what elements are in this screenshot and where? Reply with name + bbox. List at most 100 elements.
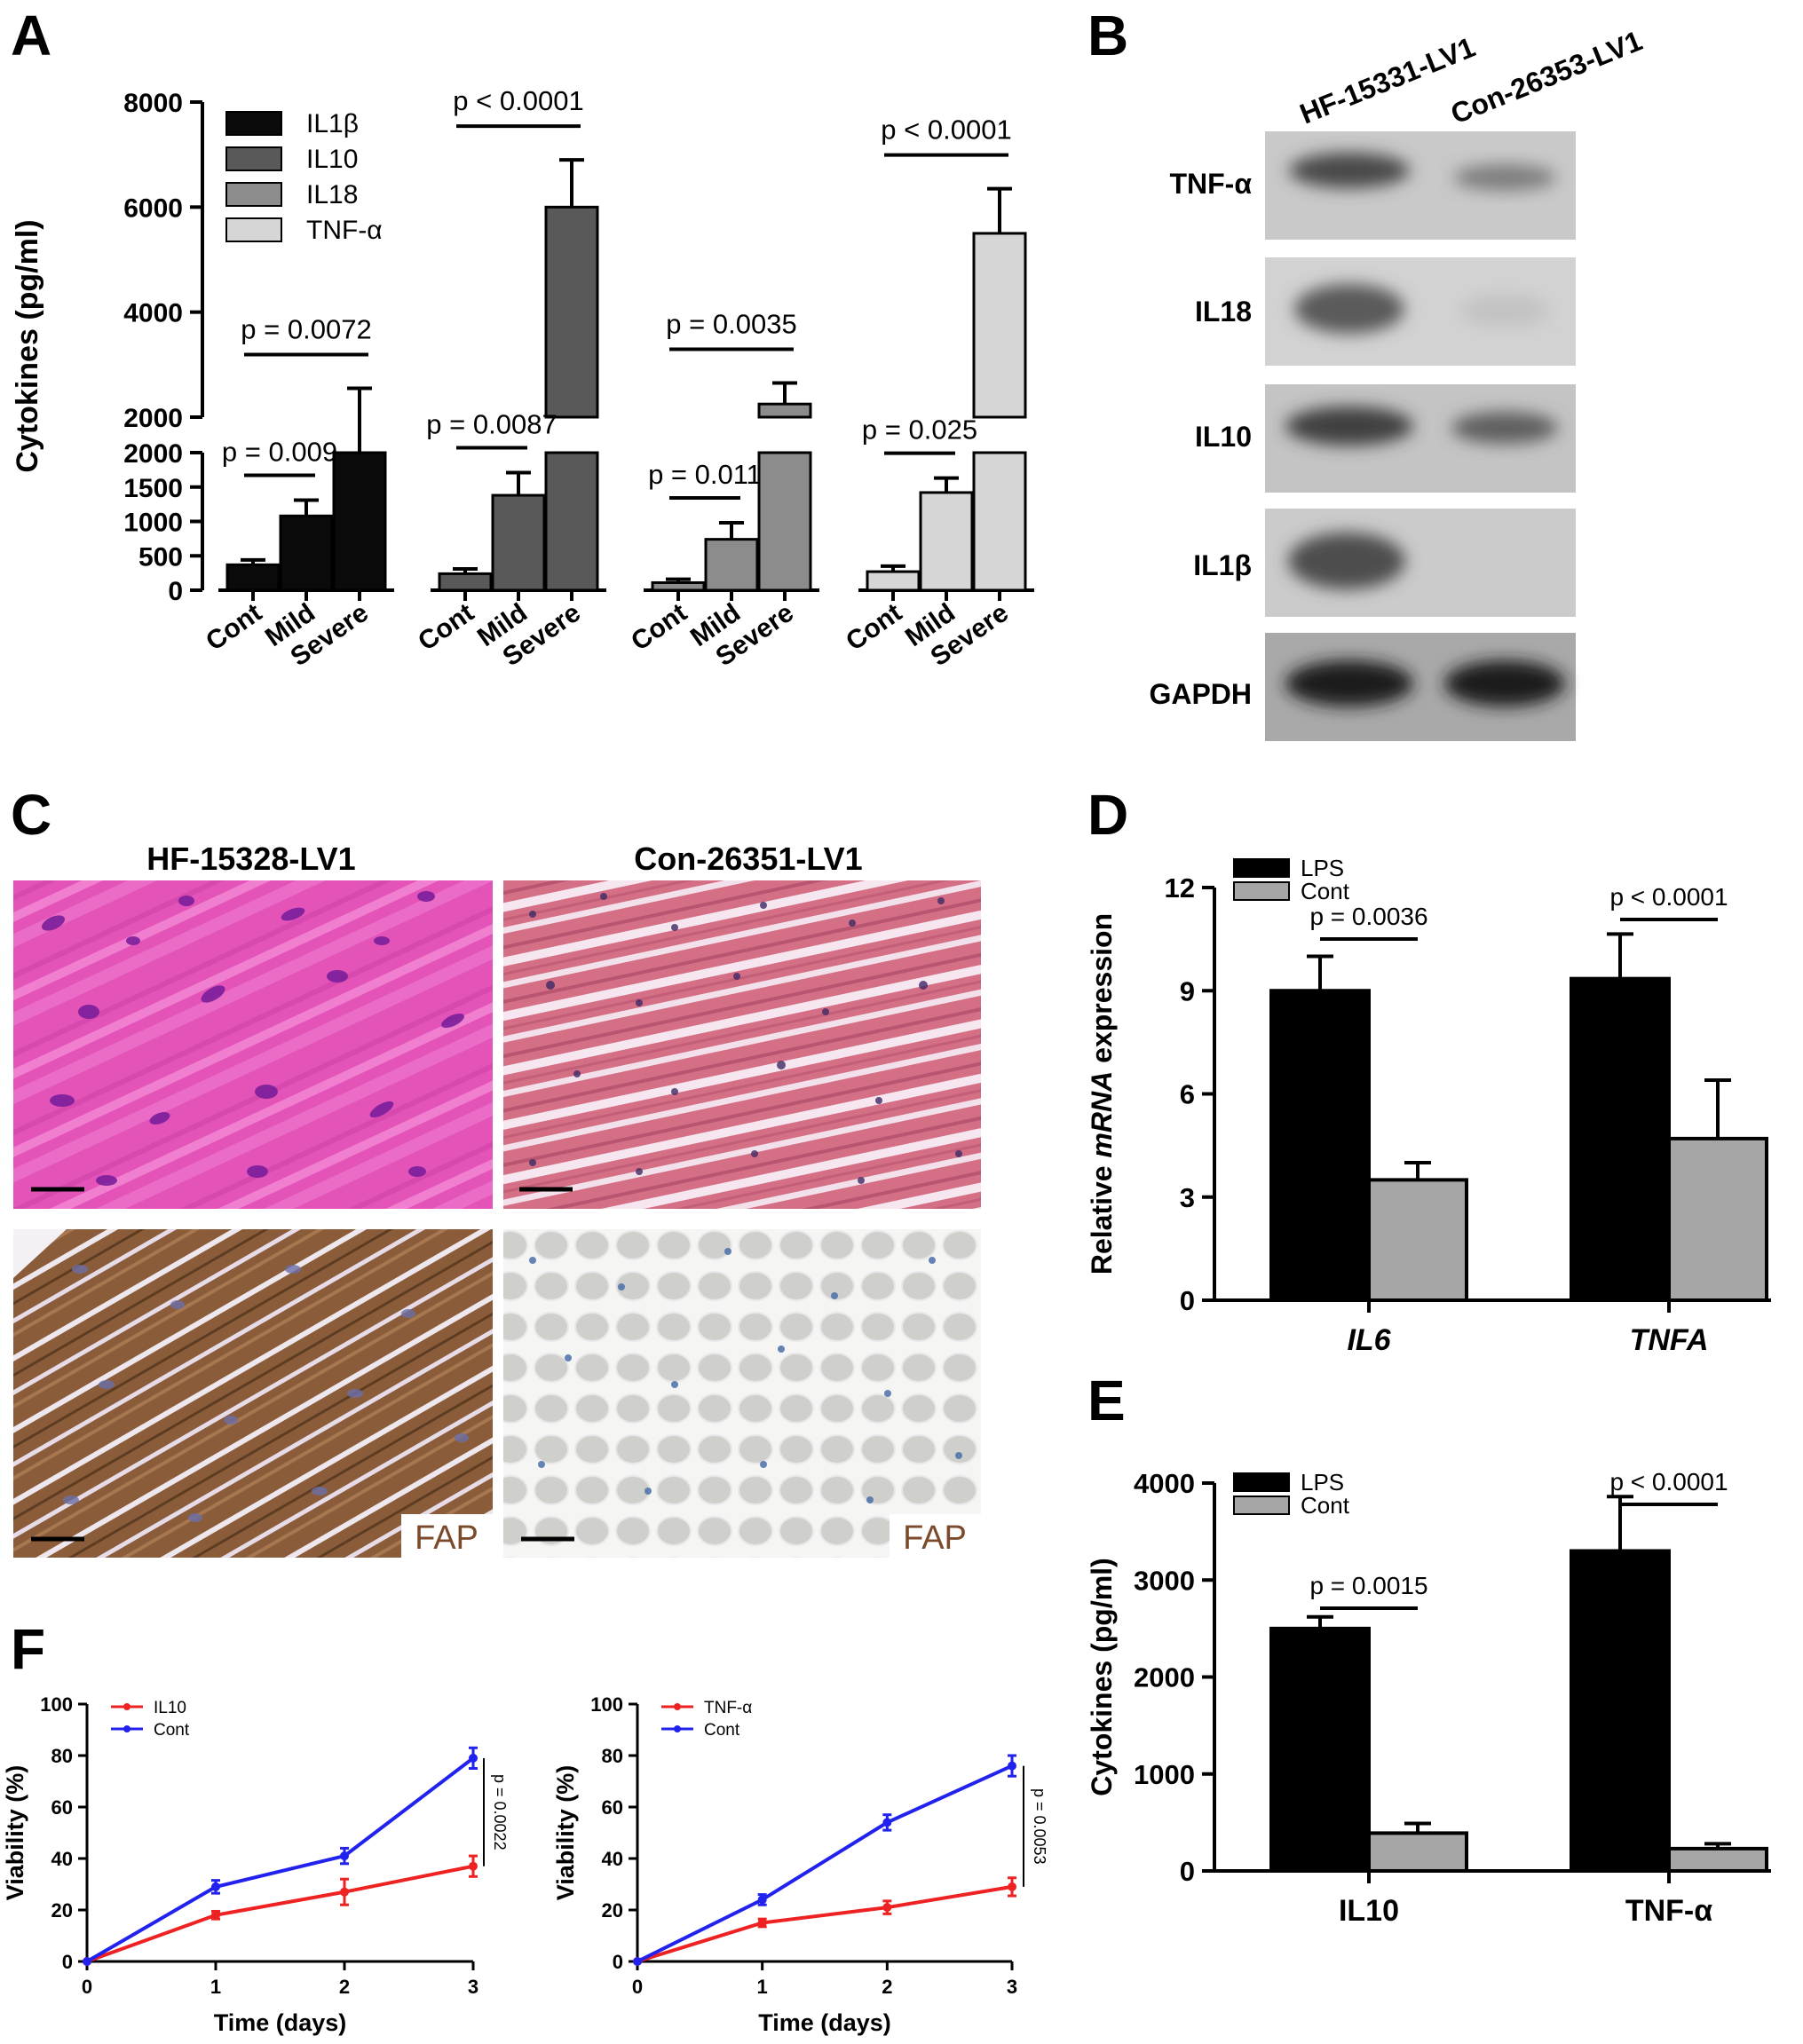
data-point xyxy=(1008,1882,1016,1891)
bar xyxy=(544,205,599,419)
y-tick-label: 2000 xyxy=(1134,1662,1195,1693)
blot-band-il10-hf xyxy=(1285,406,1413,446)
bar xyxy=(279,514,334,592)
y-tick-label: 20 xyxy=(51,1899,73,1922)
y-axis-title: Viability (%) xyxy=(552,1765,579,1901)
he-image-hf xyxy=(13,880,493,1209)
x-tick-label: Cont xyxy=(413,598,479,657)
y-tick-label: 0 xyxy=(1180,1285,1195,1316)
legend-label: TNF-α xyxy=(704,1699,752,1717)
data-point xyxy=(340,1887,349,1897)
y-tick-label: 12 xyxy=(1165,872,1195,904)
y-tick-label: 1000 xyxy=(123,509,183,538)
bar xyxy=(1269,989,1371,1302)
p-value-label: p < 0.0001 xyxy=(453,85,583,116)
bar xyxy=(1667,1136,1768,1302)
legend-label: LPS xyxy=(1301,1469,1344,1496)
series-line xyxy=(86,1864,474,1963)
blot-band-il1b-hf xyxy=(1288,533,1405,589)
panel-label-d: D xyxy=(1087,783,1128,847)
panel-label-f: F xyxy=(11,1617,45,1681)
legend-label: LPS xyxy=(1301,855,1344,881)
legend-label: Cont xyxy=(704,1721,740,1740)
y-axis-title-part: expression xyxy=(1086,913,1118,1071)
legend-label: Cont xyxy=(154,1721,190,1740)
blot-row-label-il10: IL10 xyxy=(1195,421,1252,453)
bar xyxy=(1367,1831,1468,1874)
blot-band-tnfa-con xyxy=(1453,164,1556,191)
y-axis-title: Relative mRNA expression xyxy=(1086,913,1118,1275)
blot-band-gapdh-hf xyxy=(1285,660,1413,706)
legend-marker xyxy=(674,1725,681,1732)
y-tick-label: 1000 xyxy=(1134,1759,1195,1790)
y-tick-label: 6000 xyxy=(123,193,183,223)
blot-band-gapdh-con xyxy=(1444,660,1565,706)
series-line xyxy=(637,1764,1013,1963)
bar xyxy=(1269,1626,1371,1873)
x-tick-label: 0 xyxy=(82,1976,92,1998)
p-value-label: p = 0.0072 xyxy=(241,313,371,344)
legend-label: IL18 xyxy=(306,180,358,209)
x-tick-label: 2 xyxy=(339,1976,350,1998)
bar xyxy=(651,580,706,592)
x-tick-label: Cont xyxy=(201,598,267,657)
p-value-label: p = 0.0015 xyxy=(1309,1572,1427,1599)
data-point xyxy=(340,1851,349,1861)
legend-marker xyxy=(674,1703,681,1710)
panel-f-line-chart-il10: 0 20 40 60 80 100 0 1 2 3 Time (days) Viability (%)… xyxy=(2,1693,509,2036)
panel-b-western-blot: HF-15331-LV1 Con-26353-LV1 TNF-α IL18 IL… xyxy=(1149,24,1647,741)
bar xyxy=(491,493,546,592)
y-axis-title: Cytokines (pg/ml) xyxy=(11,219,44,472)
p-value-label: p = 0.0036 xyxy=(1309,903,1427,930)
x-tick-label: TNF-α xyxy=(1625,1894,1712,1928)
y-tick-label: 100 xyxy=(40,1693,73,1716)
y-tick-label: 0 xyxy=(62,1951,73,1973)
y-tick-label: 3 xyxy=(1180,1182,1195,1213)
x-tick-label: Cont xyxy=(626,598,692,657)
p-value-label: p = 0.0035 xyxy=(666,309,796,340)
bar xyxy=(1367,1178,1468,1302)
y-tick-label: 2000 xyxy=(123,439,183,469)
y-tick-label: 4000 xyxy=(1134,1468,1195,1499)
panel-label-a: A xyxy=(11,4,51,67)
blot-band-il18-hf xyxy=(1294,284,1404,334)
blot-band-il10-con xyxy=(1451,412,1558,444)
legend-swatch xyxy=(1233,881,1290,901)
panel-label-c: C xyxy=(11,783,51,847)
fap-label-box xyxy=(890,1514,981,1558)
blot-row-label-il1b: IL1β xyxy=(1193,549,1252,581)
legend-swatch xyxy=(225,111,282,136)
panel-label-b: B xyxy=(1087,4,1128,67)
data-point xyxy=(469,1753,478,1763)
panel-c-histology: HF-15328-LV1 Con-26351-LV1 xyxy=(13,840,981,1558)
data-point xyxy=(882,1818,892,1827)
fap-label-con: FAP xyxy=(903,1519,967,1557)
y-tick-label: 60 xyxy=(51,1796,73,1819)
p-value-label: p = 0.025 xyxy=(862,414,977,446)
bar xyxy=(544,451,599,592)
panel-label-e: E xyxy=(1087,1369,1126,1432)
bar xyxy=(972,232,1027,419)
y-tick-label: 40 xyxy=(602,1848,623,1870)
y-tick-label: 1500 xyxy=(123,474,183,503)
legend-label: IL1β xyxy=(306,109,359,138)
histology-column-title-hf: HF-15328-LV1 xyxy=(146,840,355,877)
y-tick-label: 9 xyxy=(1180,975,1195,1006)
fap-label-box xyxy=(401,1514,493,1558)
series-line xyxy=(637,1884,1013,1963)
legend-label: IL10 xyxy=(154,1699,186,1717)
legend-swatch xyxy=(1233,858,1290,878)
panel-a-bar-chart: 8000 6000 4000 2000 2000 1500 1000 500 0 Cytokine… xyxy=(11,85,1034,672)
data-point xyxy=(633,1957,642,1966)
blot-row-label-il18: IL18 xyxy=(1195,296,1252,328)
legend-swatch xyxy=(225,146,282,171)
x-axis-title: Time (days) xyxy=(758,2009,891,2036)
legend-label: Cont xyxy=(1301,878,1350,904)
legend-swatch xyxy=(1233,1472,1290,1492)
legend-marker xyxy=(123,1725,130,1732)
y-tick-label: 0 xyxy=(168,577,183,606)
bar xyxy=(757,402,812,419)
bar xyxy=(919,491,974,592)
data-point xyxy=(211,1882,220,1891)
x-tick-label: TNFA xyxy=(1630,1323,1709,1357)
